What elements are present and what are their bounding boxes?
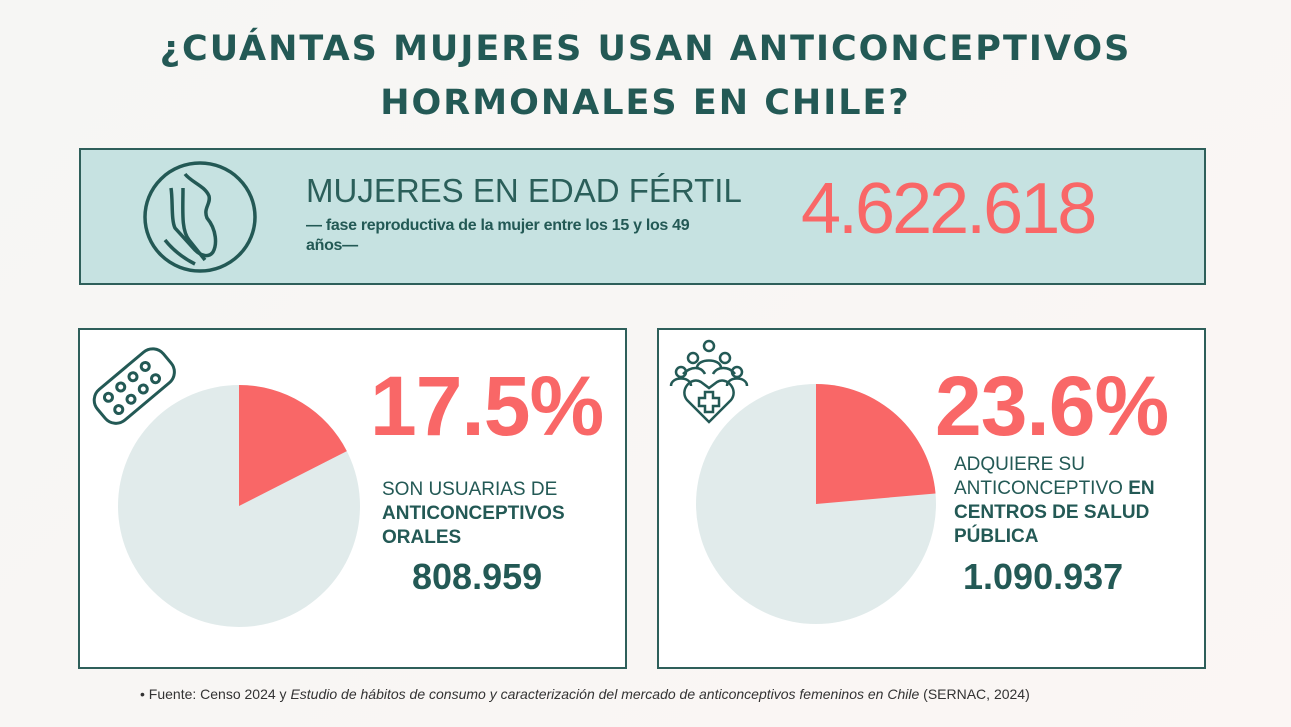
title-line-2: HORMONALES EN CHILE? (380, 83, 911, 123)
public-count: 1.090.937 (963, 556, 1124, 597)
pregnant-woman-icon (143, 161, 257, 273)
source-suffix: (SERNAC, 2024) (919, 686, 1030, 702)
source-footnote: • Fuente: Censo 2024 y Estudio de hábito… (140, 686, 1030, 702)
source-prefix: Fuente: Censo 2024 y (148, 686, 291, 702)
desc-normal: SON USUARIAS DE (382, 479, 558, 500)
title-line-1: ¿CUÁNTAS MUJERES USAN ANTICONCEPTIVOS (159, 29, 1132, 69)
banner-subtitle: — fase reproductiva de la mujer entre lo… (306, 217, 690, 254)
oral-description: SON USUARIAS DE ANTICONCEPTIVOS ORALES (382, 478, 612, 550)
source-study-title: Estudio de hábitos de consumo y caracter… (290, 686, 920, 702)
oral-count: 808.959 (412, 556, 543, 597)
banner-heading: MUJERES EN EDAD FÉRTIL (306, 172, 742, 209)
oral-contraceptive-card: 17.5% SON USUARIAS DE ANTICONCEPTIVOS OR… (78, 328, 627, 669)
pie-highlight-slice (239, 385, 347, 506)
pill-pack-icon (92, 347, 176, 425)
pie-highlight-slice (816, 384, 936, 504)
desc-bold: EN CENTROS DE SALUD PÚBLICA (954, 478, 1155, 547)
public-description: ADQUIERE SU ANTICONCEPTIVO EN CENTROS DE… (954, 453, 1194, 549)
public-percent: 23.6% (935, 359, 1169, 453)
desc-normal: ADQUIERE SU ANTICONCEPTIVO (954, 454, 1123, 499)
community-health-heart-icon (669, 339, 749, 424)
bullet: • (140, 686, 145, 702)
desc-bold: ANTICONCEPTIVOS ORALES (382, 503, 565, 548)
public-health-card: 23.6% ADQUIERE SU ANTICONCEPTIVO EN CENT… (657, 328, 1206, 669)
oral-percent: 17.5% (370, 359, 604, 453)
pie-chart-oral (92, 347, 360, 627)
fertile-women-banner: MUJERES EN EDAD FÉRTIL — fase reproducti… (79, 148, 1206, 285)
page-title: ¿CUÁNTAS MUJERES USAN ANTICONCEPTIVOS HO… (0, 22, 1291, 130)
pie-chart-public (669, 339, 936, 624)
banner-value: 4.622.618 (801, 169, 1097, 249)
